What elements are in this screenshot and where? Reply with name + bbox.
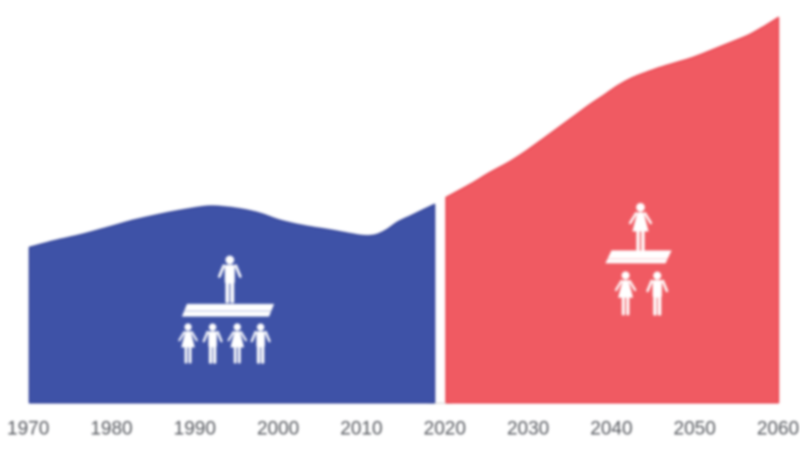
svg-text:2030: 2030 (507, 419, 549, 440)
svg-text:2020: 2020 (424, 419, 466, 440)
svg-text:2040: 2040 (590, 419, 632, 440)
svg-text:2060: 2060 (757, 419, 799, 440)
svg-text:2000: 2000 (257, 419, 299, 440)
svg-text:1990: 1990 (174, 419, 216, 440)
svg-text:1970: 1970 (7, 419, 49, 440)
svg-text:2050: 2050 (674, 419, 716, 440)
svg-text:1980: 1980 (90, 419, 132, 440)
svg-text:2010: 2010 (340, 419, 382, 440)
